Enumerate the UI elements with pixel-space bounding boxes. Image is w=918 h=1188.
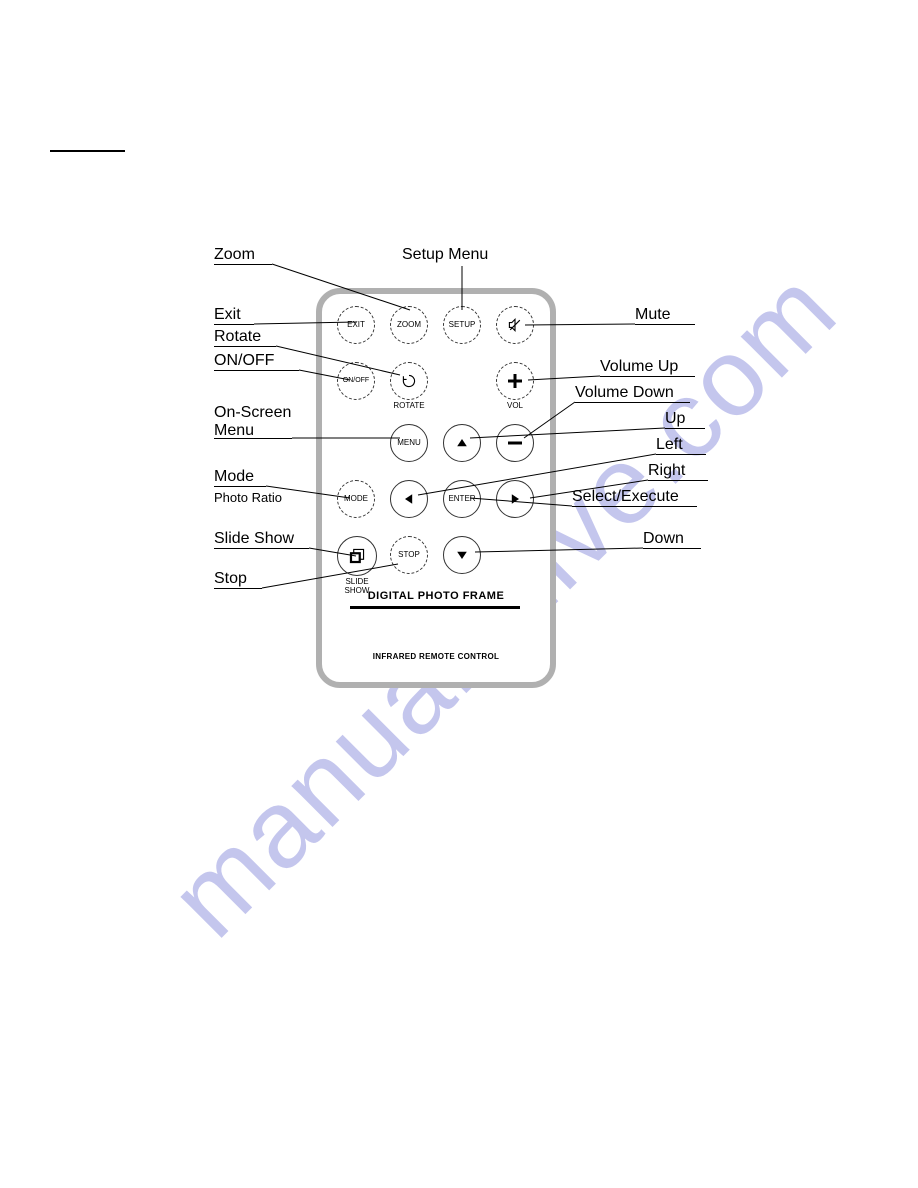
voldn-l: Volume Down <box>575 384 635 402</box>
zoom-l: Zoom <box>214 246 255 264</box>
mute-l-rule <box>635 324 695 325</box>
down-l: Down <box>643 530 703 548</box>
right-button <box>496 480 534 518</box>
menu-l-rule <box>214 438 292 439</box>
mode-l-rule <box>214 486 266 487</box>
remote-title: DIGITAL PHOTO FRAME <box>356 590 516 602</box>
down-l-rule <box>643 548 701 549</box>
remote-subtitle: INFRARED REMOTE CONTROL <box>356 652 516 661</box>
rotate-l: Rotate <box>214 328 261 346</box>
setup-button: SETUP <box>443 306 481 344</box>
rotate-button <box>390 362 428 400</box>
volup-l: Volume Up <box>600 358 660 376</box>
left-button <box>390 480 428 518</box>
exit-l: Exit <box>214 306 241 324</box>
page-rule <box>50 150 125 152</box>
enter-button: ENTER <box>443 480 481 518</box>
mode-l-sub: Photo Ratio <box>214 490 282 505</box>
left-l-rule <box>656 454 706 455</box>
zoom-button: ZOOM <box>390 306 428 344</box>
up-l-rule <box>665 428 705 429</box>
volup-sublabel: VOL <box>491 401 539 410</box>
mode-button: MODE <box>337 480 375 518</box>
up-l: Up <box>665 410 725 428</box>
exit-button: EXIT <box>337 306 375 344</box>
right-l-rule <box>648 480 708 481</box>
remote-title-underline <box>350 606 520 609</box>
setup-l: Setup Menu <box>402 246 488 264</box>
slide-button <box>337 536 377 576</box>
stop-button: STOP <box>390 536 428 574</box>
mode-l: Mode <box>214 468 254 486</box>
voldn-l-rule <box>575 402 690 403</box>
exit-l-rule <box>214 324 254 325</box>
volup-button <box>496 362 534 400</box>
onoff-l: ON/OFF <box>214 352 274 370</box>
slide-l-rule <box>214 548 309 549</box>
rotate-sublabel: ROTATE <box>385 401 433 410</box>
enter-l: Select/Execute <box>572 488 632 506</box>
enter-l-rule <box>572 506 697 507</box>
stop-l-rule <box>214 588 262 589</box>
menu-l: On-ScreenMenu <box>214 404 291 440</box>
left-l: Left <box>656 436 716 454</box>
volup-l-rule <box>600 376 695 377</box>
rotate-l-rule <box>214 346 276 347</box>
voldn-button <box>496 424 534 462</box>
stop-l: Stop <box>214 570 247 588</box>
onoff-l-rule <box>214 370 299 371</box>
up-button <box>443 424 481 462</box>
mute-button <box>496 306 534 344</box>
down-button <box>443 536 481 574</box>
menu-button: MENU <box>390 424 428 462</box>
slide-l: Slide Show <box>214 530 294 548</box>
zoom-l-rule <box>214 264 272 265</box>
onoff-button: ON/OFF <box>337 362 375 400</box>
mute-l: Mute <box>635 306 695 324</box>
right-l: Right <box>648 462 708 480</box>
